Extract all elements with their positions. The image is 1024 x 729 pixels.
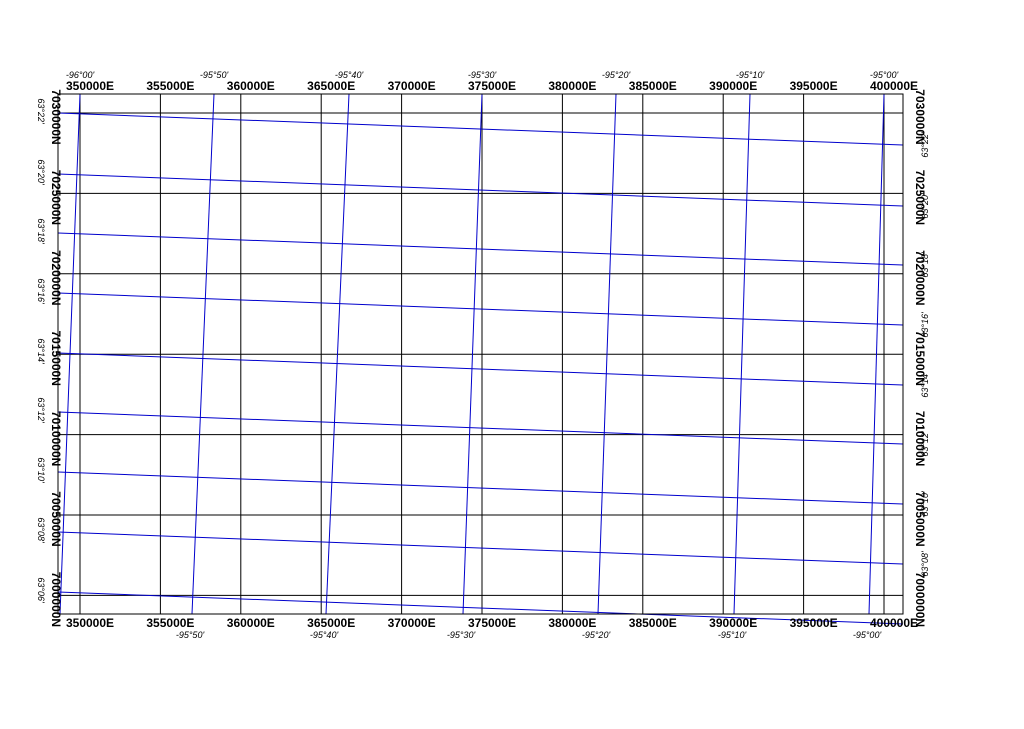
easting-label-bottom: 350000E: [66, 616, 114, 630]
longitude-label-bottom: -95°00': [853, 630, 882, 640]
parallel-line: [57, 531, 904, 565]
easting-label-top: 350000E: [66, 79, 114, 93]
latitude-label-left: 63°12': [36, 397, 46, 423]
parallel-line: [57, 232, 904, 266]
utm-grid-lines: [58, 94, 903, 614]
northing-label-left: 7030000N: [49, 89, 63, 144]
northing-label-left: 7010000N: [49, 411, 63, 466]
latitude-label-left: 63°06': [36, 577, 46, 603]
longitude-label-top: -95°30': [468, 70, 497, 80]
easting-label-top: 390000E: [709, 79, 757, 93]
northing-label-right: 7005000N: [913, 491, 927, 546]
easting-label-bottom: 370000E: [388, 616, 436, 630]
northing-label-left: 7025000N: [49, 170, 63, 225]
meridian-line: [325, 93, 350, 615]
latitude-label-right: 63°18': [920, 252, 930, 278]
northing-label-right: 7010000N: [913, 411, 927, 466]
longitude-label-top: -95°10': [736, 70, 765, 80]
latitude-label-left: 63°20': [36, 159, 46, 185]
latitude-label-left: 63°08': [36, 517, 46, 543]
longitude-label-bottom: -95°40': [310, 630, 339, 640]
easting-label-top: 385000E: [629, 79, 677, 93]
meridian-line: [59, 93, 81, 615]
longitude-label-bottom: -95°50': [176, 630, 205, 640]
parallel-line: [57, 591, 904, 625]
latitude-label-left: 63°22': [36, 98, 46, 124]
easting-label-bottom: 390000E: [709, 616, 757, 630]
meridian-line: [733, 93, 751, 615]
latitude-label-right: 63°14': [920, 372, 930, 398]
geographic-graticule: [57, 93, 904, 625]
parallel-line: [57, 411, 904, 445]
longitude-label-bottom: -95°10': [718, 630, 747, 640]
longitude-label-top: -95°00': [870, 70, 899, 80]
northing-label-left: 7005000N: [49, 491, 63, 546]
parallel-line: [57, 292, 904, 326]
meridian-line: [462, 93, 483, 615]
latitude-label-left: 63°10': [36, 457, 46, 483]
easting-label-top: 370000E: [388, 79, 436, 93]
easting-label-bottom: 360000E: [227, 616, 275, 630]
latitude-label-left: 63°16': [36, 278, 46, 304]
easting-label-bottom: 400000E: [870, 616, 918, 630]
easting-label-top: 380000E: [548, 79, 596, 93]
northing-label-right: 7030000N: [913, 89, 927, 144]
easting-label-bottom: 375000E: [468, 616, 516, 630]
easting-label-top: 375000E: [468, 79, 516, 93]
longitude-label-bottom: -95°30': [447, 630, 476, 640]
latitude-label-left: 63°18': [36, 218, 46, 244]
latitude-label-right: 63°20': [920, 193, 930, 219]
northing-label-right: 7000000N: [913, 572, 927, 627]
latitude-label-right: 63°16': [920, 312, 930, 338]
latitude-label-right: 63°12': [920, 431, 930, 457]
easting-label-top: 400000E: [870, 79, 918, 93]
parallel-line: [57, 112, 904, 146]
map-frame: [57, 93, 904, 615]
easting-label-top: 360000E: [227, 79, 275, 93]
easting-label-bottom: 385000E: [629, 616, 677, 630]
easting-label-top: 355000E: [146, 79, 194, 93]
latitude-label-right: 63°10': [920, 491, 930, 517]
latitude-label-right: 63°22': [920, 132, 930, 158]
easting-label-top: 365000E: [307, 79, 355, 93]
northing-label-right: 7025000N: [913, 170, 927, 225]
easting-label-bottom: 355000E: [146, 616, 194, 630]
easting-label-bottom: 365000E: [307, 616, 355, 630]
meridian-line: [597, 93, 617, 615]
northing-label-left: 7000000N: [49, 572, 63, 627]
northing-label-left: 7015000N: [49, 331, 63, 386]
latitude-label-right: 63°08': [920, 551, 930, 577]
meridian-line: [191, 93, 215, 615]
northing-label-left: 7020000N: [49, 250, 63, 305]
easting-label-bottom: 395000E: [790, 616, 838, 630]
longitude-label-top: -96°00': [66, 70, 95, 80]
longitude-label-top: -95°40': [335, 70, 364, 80]
easting-label-top: 395000E: [790, 79, 838, 93]
easting-label-bottom: 380000E: [548, 616, 596, 630]
parallel-line: [57, 471, 904, 505]
parallel-line: [57, 352, 904, 386]
longitude-label-top: -95°20': [602, 70, 631, 80]
latitude-label-left: 63°14': [36, 338, 46, 364]
longitude-label-bottom: -95°20': [582, 630, 611, 640]
parallel-line: [57, 173, 904, 207]
longitude-label-top: -95°50': [200, 70, 229, 80]
northing-label-right: 7015000N: [913, 331, 927, 386]
meridian-line: [868, 93, 885, 615]
northing-label-right: 7020000N: [913, 250, 927, 305]
grid-labels: 350000E 350000E 355000E 355000E 360000E 36000…: [36, 70, 930, 640]
